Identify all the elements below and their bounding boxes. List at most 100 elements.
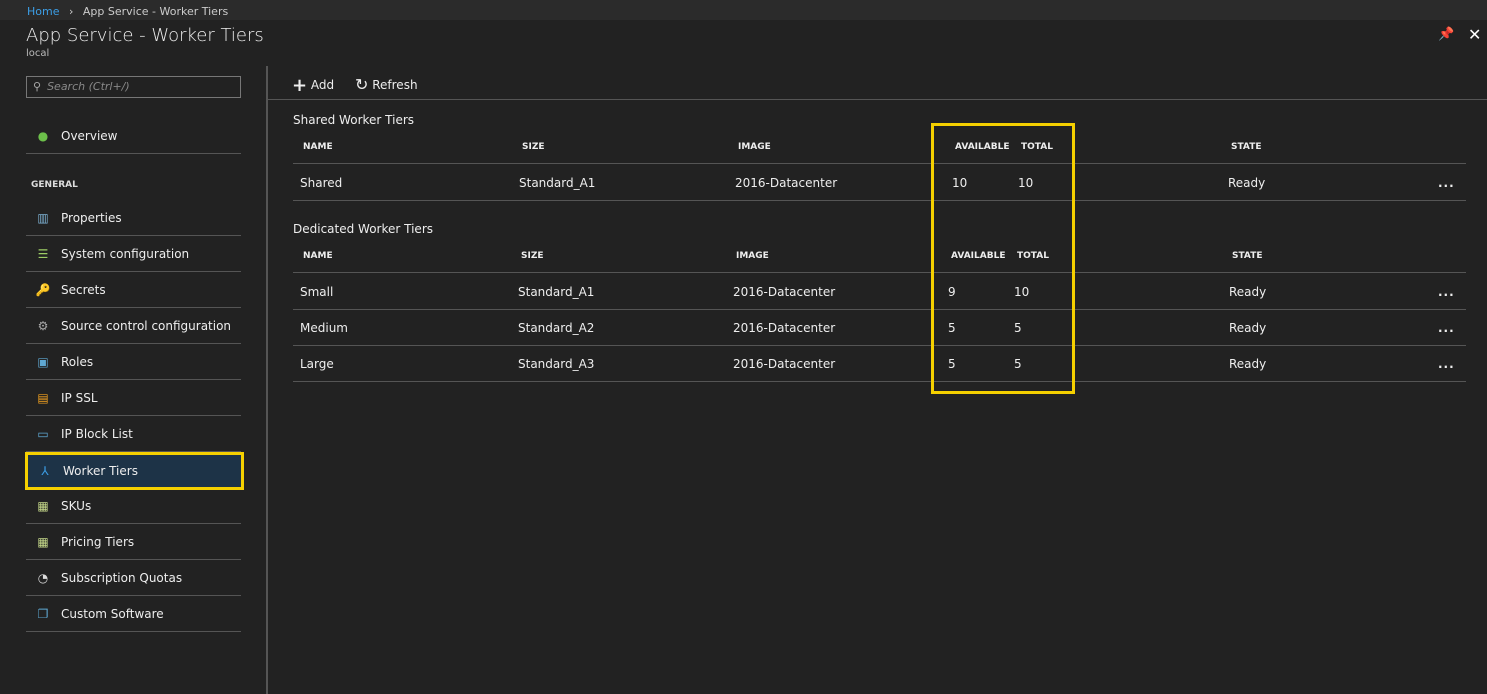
refresh-button[interactable]: ↻ Refresh bbox=[355, 75, 418, 94]
cell-state: Ready bbox=[1229, 284, 1267, 299]
table-row[interactable]: Medium Standard_A2 2016-Datacenter 5 5 Ready.… bbox=[293, 310, 1466, 346]
column-header[interactable]: IMAGE bbox=[738, 142, 771, 152]
column-header[interactable]: AVAILABLE bbox=[955, 142, 1010, 152]
skus-icon: ▦ bbox=[37, 498, 49, 513]
cell-total: 5 bbox=[1014, 320, 1022, 335]
block-list-icon: ▭ bbox=[37, 426, 49, 441]
cell-name: Medium bbox=[300, 320, 348, 335]
table-row[interactable]: Shared Standard_A1 2016-Datacenter 10 10 Read… bbox=[293, 165, 1466, 201]
column-header[interactable]: AVAILABLE bbox=[951, 251, 1006, 261]
column-header[interactable]: TOTAL bbox=[1021, 142, 1053, 152]
sidebar-item-label: SKUs bbox=[61, 498, 92, 513]
column-header[interactable]: TOTAL bbox=[1017, 251, 1049, 261]
sidebar-item-overview[interactable]: ● Overview bbox=[26, 118, 241, 154]
cell-image: 2016-Datacenter bbox=[735, 175, 838, 190]
properties-icon: ▥ bbox=[37, 210, 49, 225]
dedicated-table-header: NAME SIZE IMAGE AVAILABLE TOTAL STATE bbox=[293, 240, 1466, 273]
sidebar-item-label: Secrets bbox=[61, 282, 106, 297]
cell-image: 2016-Datacenter bbox=[733, 320, 836, 335]
column-header[interactable]: IMAGE bbox=[736, 251, 769, 261]
pin-icon[interactable]: 📌 bbox=[1438, 27, 1455, 42]
sidebar-item-label: Properties bbox=[61, 210, 122, 225]
column-header[interactable]: NAME bbox=[303, 251, 333, 261]
cell-size: Standard_A3 bbox=[518, 356, 595, 371]
column-header[interactable]: STATE bbox=[1232, 251, 1263, 261]
quota-gauge-icon: ◔ bbox=[37, 570, 49, 585]
sidebar-item-pricing-tiers[interactable]: ▦ Pricing Tiers bbox=[26, 524, 241, 560]
pane-divider bbox=[266, 66, 268, 694]
cell-available: 5 bbox=[948, 320, 956, 335]
cell-size: Standard_A1 bbox=[519, 175, 596, 190]
sidebar-item-label: Roles bbox=[61, 354, 94, 369]
more-options-icon[interactable]: ... bbox=[1438, 320, 1455, 335]
worker-tiers-icon: ⅄ bbox=[41, 464, 49, 478]
cell-state: Ready bbox=[1229, 320, 1267, 335]
cell-total: 10 bbox=[1018, 175, 1034, 190]
highlight-box bbox=[931, 123, 1075, 394]
page-title: App Service - Worker Tiers bbox=[26, 25, 264, 46]
cell-total: 5 bbox=[1014, 356, 1022, 371]
dedicated-section-title: Dedicated Worker Tiers bbox=[293, 222, 433, 236]
search-input[interactable]: ⚲ Search (Ctrl+/) bbox=[26, 76, 241, 98]
cell-state: Ready bbox=[1228, 175, 1266, 190]
cell-name: Shared bbox=[300, 175, 343, 190]
cell-size: Standard_A2 bbox=[518, 320, 595, 335]
cell-available: 9 bbox=[948, 284, 956, 299]
sidebar-item-label: Overview bbox=[61, 128, 118, 143]
sidebar-item-properties[interactable]: ▥ Properties bbox=[26, 200, 241, 236]
breadcrumb-home-link[interactable]: Home bbox=[27, 5, 60, 18]
sidebar-item-label: Source control configuration bbox=[61, 318, 232, 333]
sidebar-item-source-control-configuration[interactable]: ⚙ Source control configuration bbox=[26, 308, 241, 344]
sidebar-item-custom-software[interactable]: ❐ Custom Software bbox=[26, 596, 241, 632]
sidebar-item-label: Subscription Quotas bbox=[61, 570, 183, 585]
pricing-icon: ▦ bbox=[37, 534, 49, 549]
sidebar-item-label: Custom Software bbox=[61, 606, 164, 621]
column-header[interactable]: STATE bbox=[1231, 142, 1262, 152]
software-icon: ❐ bbox=[37, 606, 49, 621]
sidebar-item-system-configuration[interactable]: ☰ System configuration bbox=[26, 236, 241, 272]
sidebar-item-secrets[interactable]: 🔑 Secrets bbox=[26, 272, 241, 308]
cell-total: 10 bbox=[1014, 284, 1030, 299]
breadcrumb-current: App Service - Worker Tiers bbox=[82, 5, 229, 18]
table-row[interactable]: Large Standard_A3 2016-Datacenter 5 5 Ready..… bbox=[293, 346, 1466, 382]
refresh-label: Refresh bbox=[372, 78, 418, 92]
sidebar-item-ip-ssl[interactable]: ▤ IP SSL bbox=[26, 380, 241, 416]
sidebar-item-label: System configuration bbox=[61, 246, 190, 261]
shared-table-header: NAME SIZE IMAGE AVAILABLE TOTAL STATE bbox=[293, 131, 1466, 164]
close-icon[interactable]: ✕ bbox=[1468, 25, 1482, 44]
breadcrumb-separator: › bbox=[68, 5, 74, 18]
sidebar-item-ip-block-list[interactable]: ▭ IP Block List bbox=[26, 416, 241, 452]
table-row[interactable]: Small Standard_A1 2016-Datacenter 9 10 Ready.… bbox=[293, 274, 1466, 310]
plus-icon: + bbox=[292, 75, 308, 96]
roles-icon: ▣ bbox=[37, 354, 49, 369]
key-icon: 🔑 bbox=[35, 282, 51, 297]
search-placeholder: Search (Ctrl+/) bbox=[47, 80, 130, 93]
add-button[interactable]: + Add bbox=[292, 75, 334, 96]
more-options-icon[interactable]: ... bbox=[1438, 284, 1455, 299]
toolbar: + Add ↻ Refresh bbox=[268, 66, 1487, 100]
more-options-icon[interactable]: ... bbox=[1438, 356, 1455, 371]
sidebar-item-label: Worker Tiers bbox=[63, 464, 138, 478]
column-header[interactable]: NAME bbox=[303, 142, 333, 152]
sidebar-item-label: IP Block List bbox=[61, 426, 133, 441]
page-subtitle: local bbox=[26, 48, 50, 59]
cell-available: 5 bbox=[948, 356, 956, 371]
search-icon: ⚲ bbox=[33, 80, 42, 93]
cell-image: 2016-Datacenter bbox=[733, 284, 836, 299]
column-header[interactable]: SIZE bbox=[522, 142, 545, 152]
globe-icon: ● bbox=[37, 128, 49, 143]
cell-state: Ready bbox=[1229, 356, 1267, 371]
column-header[interactable]: SIZE bbox=[521, 251, 544, 261]
sidebar-item-label: Pricing Tiers bbox=[61, 534, 135, 549]
more-options-icon[interactable]: ... bbox=[1438, 175, 1455, 190]
cell-name: Large bbox=[300, 356, 334, 371]
refresh-icon: ↻ bbox=[355, 75, 369, 94]
certificate-icon: ▤ bbox=[37, 390, 49, 405]
shared-section-title: Shared Worker Tiers bbox=[293, 113, 415, 127]
sidebar-item-worker-tiers[interactable]: ⅄ Worker Tiers bbox=[25, 452, 244, 490]
cell-image: 2016-Datacenter bbox=[733, 356, 836, 371]
sidebar-item-roles[interactable]: ▣ Roles bbox=[26, 344, 241, 380]
sidebar-item-skus[interactable]: ▦ SKUs bbox=[26, 488, 241, 524]
sidebar-item-label: IP SSL bbox=[61, 390, 98, 405]
sidebar-item-subscription-quotas[interactable]: ◔ Subscription Quotas bbox=[26, 560, 241, 596]
